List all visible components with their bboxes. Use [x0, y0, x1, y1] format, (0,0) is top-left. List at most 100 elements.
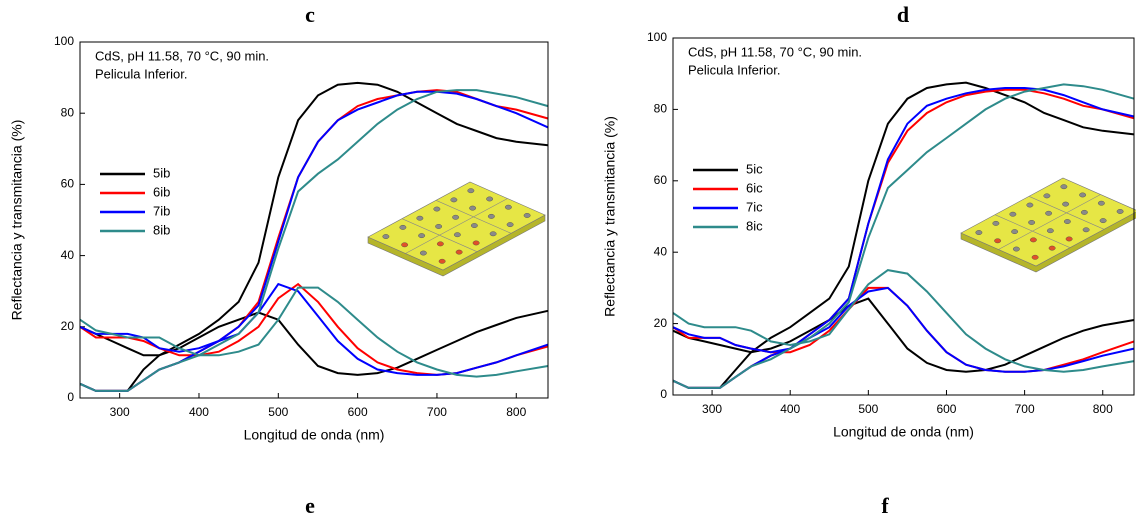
y-tick-label: 80 — [654, 102, 668, 116]
inset-dot — [1097, 200, 1105, 206]
inset-dot — [435, 224, 443, 229]
plot-frame — [672, 37, 1135, 396]
y-tick-label: 100 — [54, 34, 74, 48]
inset-dot — [992, 220, 1000, 226]
inset-dot — [1031, 254, 1039, 260]
data-line — [79, 89, 549, 392]
y-tick-label: 60 — [654, 173, 668, 187]
inset-dot — [1062, 201, 1070, 207]
inset-dot — [382, 234, 390, 239]
y-tick-label: 40 — [654, 244, 668, 258]
inset-dot — [1048, 245, 1056, 251]
y-tick-label: 80 — [61, 105, 75, 119]
x-tick-label: 800 — [1093, 402, 1113, 416]
inset-dot — [1029, 237, 1037, 243]
y-tick-label: 100 — [647, 30, 667, 44]
data-line — [672, 83, 1135, 389]
inset-dot — [975, 230, 983, 235]
inset-dot — [455, 249, 463, 255]
annotation: CdS, pH 11.58, 70 °C, 90 min. — [688, 44, 862, 59]
data-line — [79, 286, 549, 378]
y-tick-label: 20 — [654, 316, 668, 330]
inset-dot — [433, 206, 441, 212]
inset-dot — [489, 231, 497, 237]
y-tick-label: 0 — [67, 390, 74, 404]
y-tick-label: 40 — [61, 248, 75, 262]
inset-dot — [1065, 236, 1073, 242]
inset-divider — [405, 198, 508, 254]
annotation: Pelicula Inferior. — [688, 62, 781, 77]
inset-dot — [1082, 227, 1090, 233]
inset-dot — [487, 213, 495, 219]
panel-label: e — [305, 493, 315, 518]
inset-dot — [1026, 202, 1034, 208]
inset-dot — [994, 238, 1002, 244]
legend-label: 6ic — [746, 180, 763, 195]
inset-dot — [452, 214, 460, 220]
inset-dot — [436, 241, 444, 247]
inset-dot — [399, 224, 407, 230]
x-axis-label: Longitud de onda (nm) — [833, 424, 974, 440]
y-tick-label: 0 — [660, 387, 667, 401]
legend-label: 8ic — [746, 218, 763, 233]
inset-dot — [523, 213, 531, 218]
inset-dot — [1060, 184, 1068, 190]
x-tick-label: 700 — [427, 405, 447, 419]
data-line — [79, 309, 549, 376]
inset-dot — [486, 196, 494, 202]
inset-dot — [1080, 209, 1088, 215]
legend-label: 5ib — [153, 165, 170, 180]
inset-dot — [1063, 219, 1071, 224]
inset-dot — [1045, 210, 1053, 216]
data-line — [672, 286, 1135, 373]
legend-label: 7ib — [153, 203, 170, 218]
data-line — [672, 297, 1135, 373]
x-tick-label: 400 — [780, 402, 800, 416]
inset-dot — [467, 188, 475, 194]
data-line — [672, 286, 1135, 373]
inset-dot — [401, 242, 409, 248]
legend-label: 5ic — [746, 161, 763, 176]
x-tick-label: 800 — [506, 405, 526, 419]
inset-dot — [450, 197, 458, 203]
inset-dot — [506, 222, 514, 228]
inset-dot — [453, 232, 461, 238]
chart-title: d — [897, 2, 909, 27]
inset-dot — [1099, 218, 1107, 224]
inset-dot — [1028, 220, 1036, 225]
inset-board — [960, 177, 1136, 267]
x-tick-label: 700 — [1015, 402, 1035, 416]
annotation: Pelicula Inferior. — [95, 66, 188, 81]
inset-dot — [504, 204, 512, 210]
x-tick-label: 300 — [702, 402, 722, 416]
x-tick-label: 500 — [858, 402, 878, 416]
inset-dot — [1046, 228, 1054, 234]
x-tick-label: 500 — [268, 405, 288, 419]
y-axis-label: Reflectancia y transmitancia (%) — [602, 116, 618, 317]
x-axis-label: Longitud de onda (nm) — [244, 427, 385, 443]
x-tick-label: 400 — [189, 405, 209, 419]
inset-dot — [1011, 229, 1019, 235]
inset-dot — [469, 205, 477, 211]
legend-label: 6ib — [153, 184, 170, 199]
inset-dot — [1012, 246, 1020, 252]
y-tick-label: 60 — [61, 177, 75, 191]
y-tick-label: 20 — [61, 319, 75, 333]
y-axis-label: Reflectancia y transmitancia (%) — [9, 120, 25, 321]
data-line — [672, 269, 1135, 373]
x-tick-label: 600 — [936, 402, 956, 416]
inset-dot — [418, 233, 426, 239]
chart-title: c — [305, 2, 315, 27]
x-tick-label: 300 — [110, 405, 130, 419]
data-line — [79, 81, 549, 392]
legend-label: 7ic — [746, 199, 763, 214]
annotation: CdS, pH 11.58, 70 °C, 90 min. — [95, 48, 269, 63]
inset-dot — [416, 215, 424, 221]
inset-divider — [998, 194, 1101, 250]
x-tick-label: 600 — [348, 405, 368, 419]
legend-label: 8ib — [153, 222, 170, 237]
inset-dot — [1116, 209, 1124, 214]
inset-dot — [1043, 193, 1051, 199]
inset-dot — [419, 250, 427, 256]
